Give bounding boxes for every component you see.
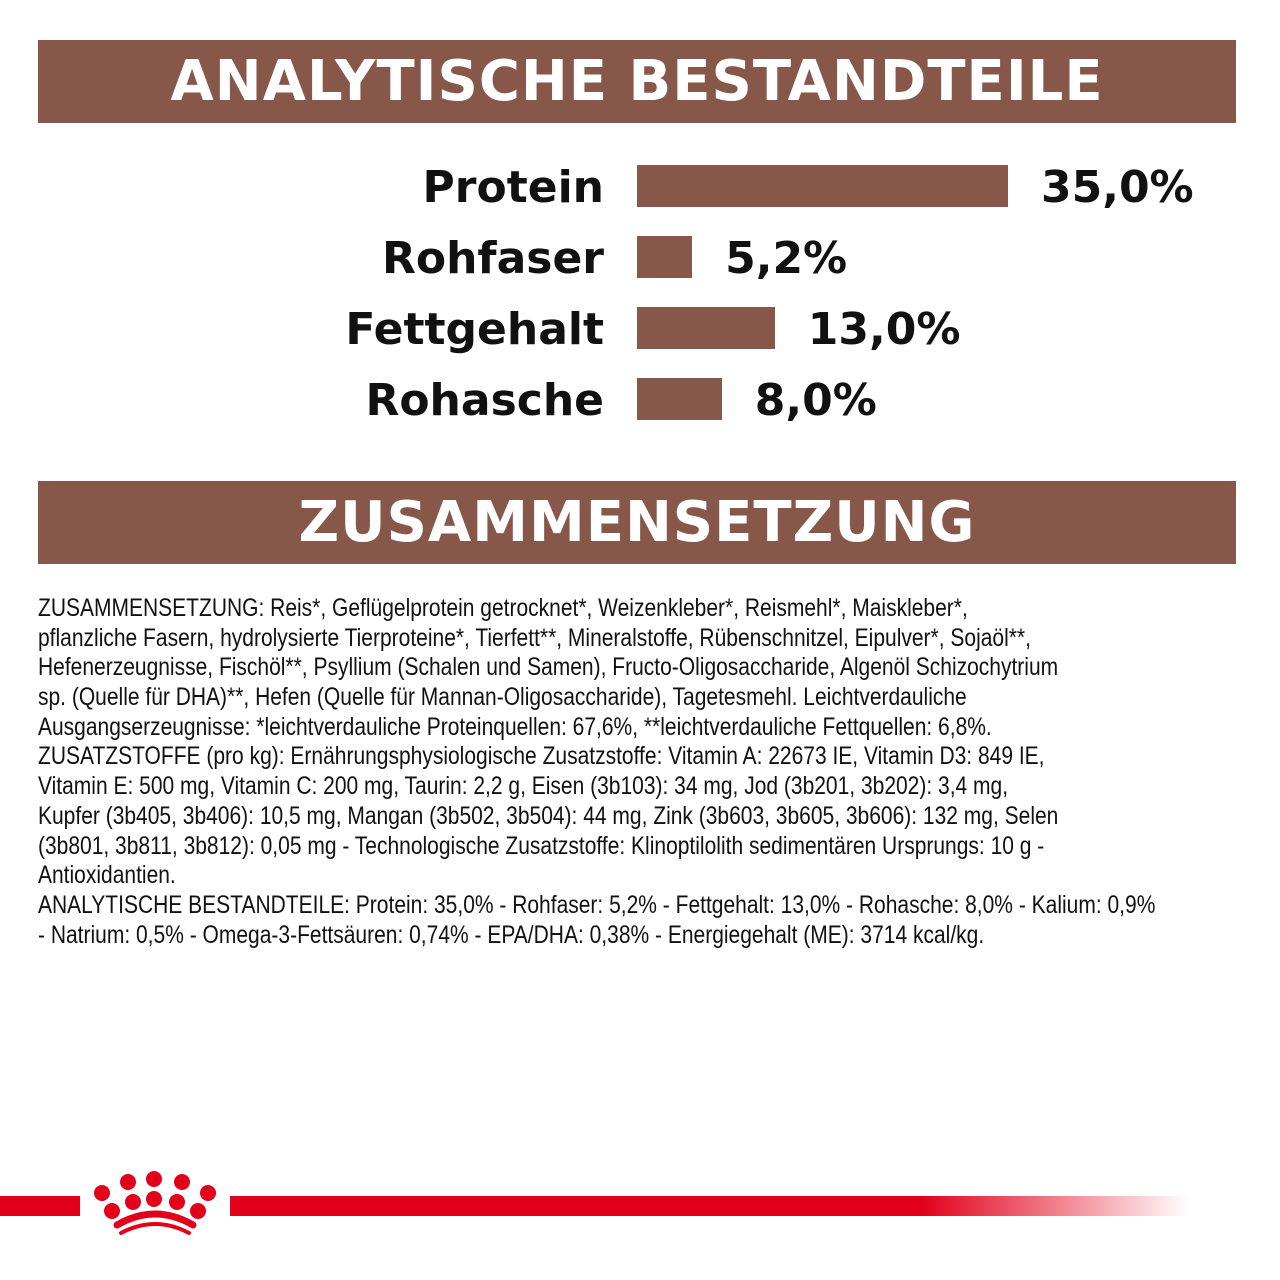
composition-line: Antioxidantien. — [38, 861, 176, 890]
composition-line: Hefenerzeugnisse, Fischöl**, Psyllium (S… — [38, 653, 1059, 682]
bar-fettgehalt — [637, 307, 775, 349]
bar-value-fettgehalt: 13,0% — [807, 304, 961, 355]
bar-label-fettgehalt: Fettgehalt — [345, 304, 604, 355]
brand-stripe-left — [0, 1196, 80, 1216]
composition-line: sp. (Quelle für DHA)**, Hefen (Quelle fü… — [38, 683, 967, 712]
bar-label-protein: Protein — [422, 162, 604, 213]
bar-value-protein: 35,0% — [1041, 162, 1194, 213]
composition-line: ZUSAMMENSETZUNG: Reis*, Geflügelprotein … — [38, 594, 968, 622]
composition-header: ZUSAMMENSETZUNG — [38, 481, 1236, 564]
bar-rohasche — [637, 378, 722, 420]
composition-line: Vitamin E: 500 mg, Vitamin C: 200 mg, Ta… — [38, 772, 1009, 801]
brand-stripe-right — [230, 1196, 1190, 1216]
bar-protein — [637, 165, 1008, 207]
crown-icon — [94, 1171, 216, 1235]
composition-text: ZUSAMMENSETZUNG: Reis*, Geflügelprotein … — [38, 594, 1280, 950]
composition-line: - Natrium: 0,5% - Omega-3-Fettsäuren: 0,… — [38, 920, 985, 949]
composition-line: ANALYTISCHE BESTANDTEILE: Protein: 35,0%… — [38, 890, 1156, 919]
bar-label-rohasche: Rohasche — [365, 375, 604, 426]
composition-line: Ausgangserzeugnisse: *leichtverdauliche … — [38, 712, 992, 741]
composition-line: Kupfer (3b405, 3b406): 10,5 mg, Mangan (… — [38, 801, 1059, 830]
bar-rohfaser — [637, 236, 693, 278]
bar-value-rohasche: 8,0% — [754, 375, 877, 426]
composition-line: pflanzliche Fasern, hydrolysierte Tierpr… — [38, 623, 1031, 652]
analytical-header: ANALYTISCHE BESTANDTEILE — [38, 40, 1236, 123]
composition-line: (3b801, 3b811, 3b812): 0,05 mg - Technol… — [38, 831, 1045, 860]
bar-value-rohfaser: 5,2% — [725, 233, 848, 284]
bar-label-rohfaser: Rohfaser — [382, 233, 604, 284]
composition-line: ZUSATZSTOFFE (pro kg): Ernährungsphysiol… — [38, 742, 1045, 771]
